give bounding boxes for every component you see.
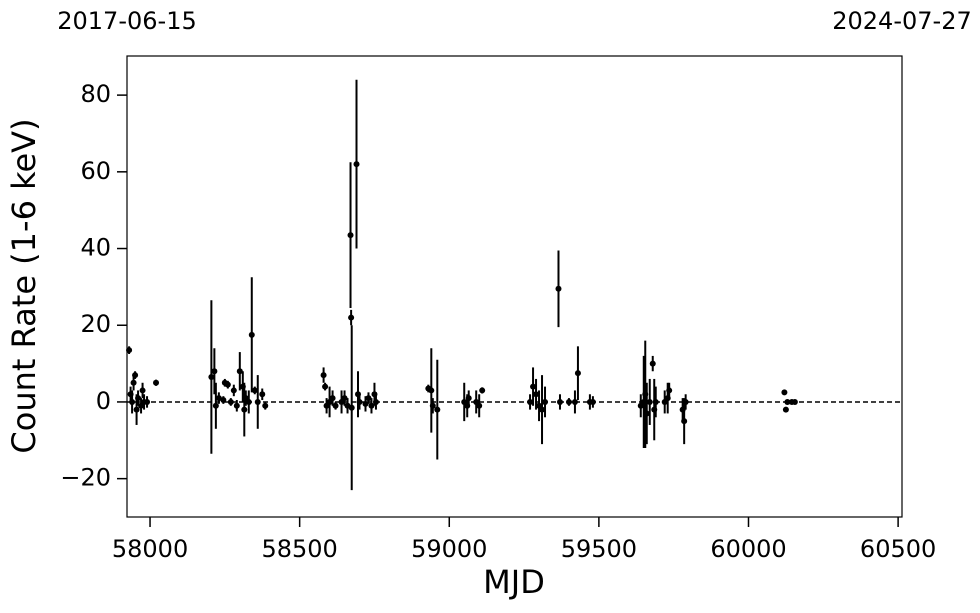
- x-tick-label: 58000: [112, 535, 188, 563]
- data-point: [574, 370, 581, 377]
- data-point: [353, 161, 360, 168]
- top-tick-label: 2017-06-15: [57, 7, 196, 35]
- data-point: [428, 387, 435, 394]
- x-tick-label: 60000: [710, 535, 786, 563]
- data-point: [236, 368, 243, 375]
- data-point: [126, 347, 133, 354]
- data-point: [241, 406, 248, 413]
- y-tick-label: 60: [80, 157, 111, 185]
- data-point: [682, 398, 689, 405]
- y-tick-label: 20: [80, 310, 111, 338]
- data-point: [139, 387, 146, 394]
- data-point: [652, 398, 659, 405]
- y-tick-label: −20: [60, 464, 111, 492]
- top-tick-label: 2024-07-27: [832, 7, 971, 35]
- data-point: [784, 398, 791, 405]
- data-point: [129, 398, 136, 405]
- data-point: [465, 395, 472, 402]
- data-point: [362, 400, 369, 407]
- data-point: [251, 387, 258, 394]
- data-point: [341, 395, 348, 402]
- data-point: [329, 395, 336, 402]
- y-axis-label: Count Rate (1-6 keV): [5, 118, 43, 453]
- data-point: [539, 406, 546, 413]
- x-tick-label: 60500: [860, 535, 936, 563]
- data-point: [429, 402, 436, 409]
- data-point: [135, 395, 142, 402]
- data-point: [130, 379, 137, 386]
- data-point: [589, 398, 596, 405]
- plot-frame: [126, 55, 903, 518]
- data-point: [224, 381, 231, 388]
- data-point: [555, 285, 562, 292]
- data-point: [153, 379, 160, 386]
- data-point: [230, 387, 237, 394]
- data-point: [259, 391, 266, 398]
- data-point: [322, 383, 329, 390]
- data-point: [527, 398, 534, 405]
- x-tick-label: 58500: [261, 535, 337, 563]
- x-tick-label: 59500: [561, 535, 637, 563]
- data-point: [212, 402, 219, 409]
- data-point: [479, 387, 486, 394]
- y-tick-label: 0: [96, 387, 111, 415]
- data-point: [542, 398, 549, 405]
- data-point: [372, 398, 379, 405]
- data-point: [782, 406, 789, 413]
- data-point: [476, 402, 483, 409]
- x-axis-label: MJD: [483, 563, 545, 601]
- data-point: [332, 402, 339, 409]
- data-point: [227, 398, 234, 405]
- data-point: [348, 314, 355, 321]
- data-point: [215, 395, 222, 402]
- data-point: [144, 398, 151, 405]
- data-point: [781, 389, 788, 396]
- data-point: [133, 406, 140, 413]
- x-tick-label: 59000: [411, 535, 487, 563]
- data-point: [646, 398, 653, 405]
- data-point: [666, 387, 673, 394]
- data-point: [208, 374, 215, 381]
- data-point: [233, 402, 240, 409]
- data-point: [248, 331, 255, 338]
- data-point: [320, 372, 327, 379]
- data-point: [434, 406, 441, 413]
- data-point: [556, 398, 563, 405]
- data-point: [262, 402, 269, 409]
- data-point: [348, 404, 355, 411]
- data-point: [245, 398, 252, 405]
- data-point: [368, 402, 375, 409]
- data-point: [571, 398, 578, 405]
- data-point: [643, 410, 650, 417]
- data-point: [254, 398, 261, 405]
- y-tick-label: 80: [80, 80, 111, 108]
- data-point: [681, 418, 688, 425]
- data-point: [791, 398, 798, 405]
- data-point: [347, 232, 354, 239]
- data-point: [211, 368, 218, 375]
- data-point: [565, 398, 572, 405]
- data-point: [530, 383, 537, 390]
- data-point: [220, 397, 227, 404]
- y-tick-label: 40: [80, 234, 111, 262]
- data-point: [649, 360, 656, 367]
- data-point: [365, 395, 372, 402]
- data-point: [356, 398, 363, 405]
- data-point: [132, 372, 139, 379]
- data-point: [533, 391, 540, 398]
